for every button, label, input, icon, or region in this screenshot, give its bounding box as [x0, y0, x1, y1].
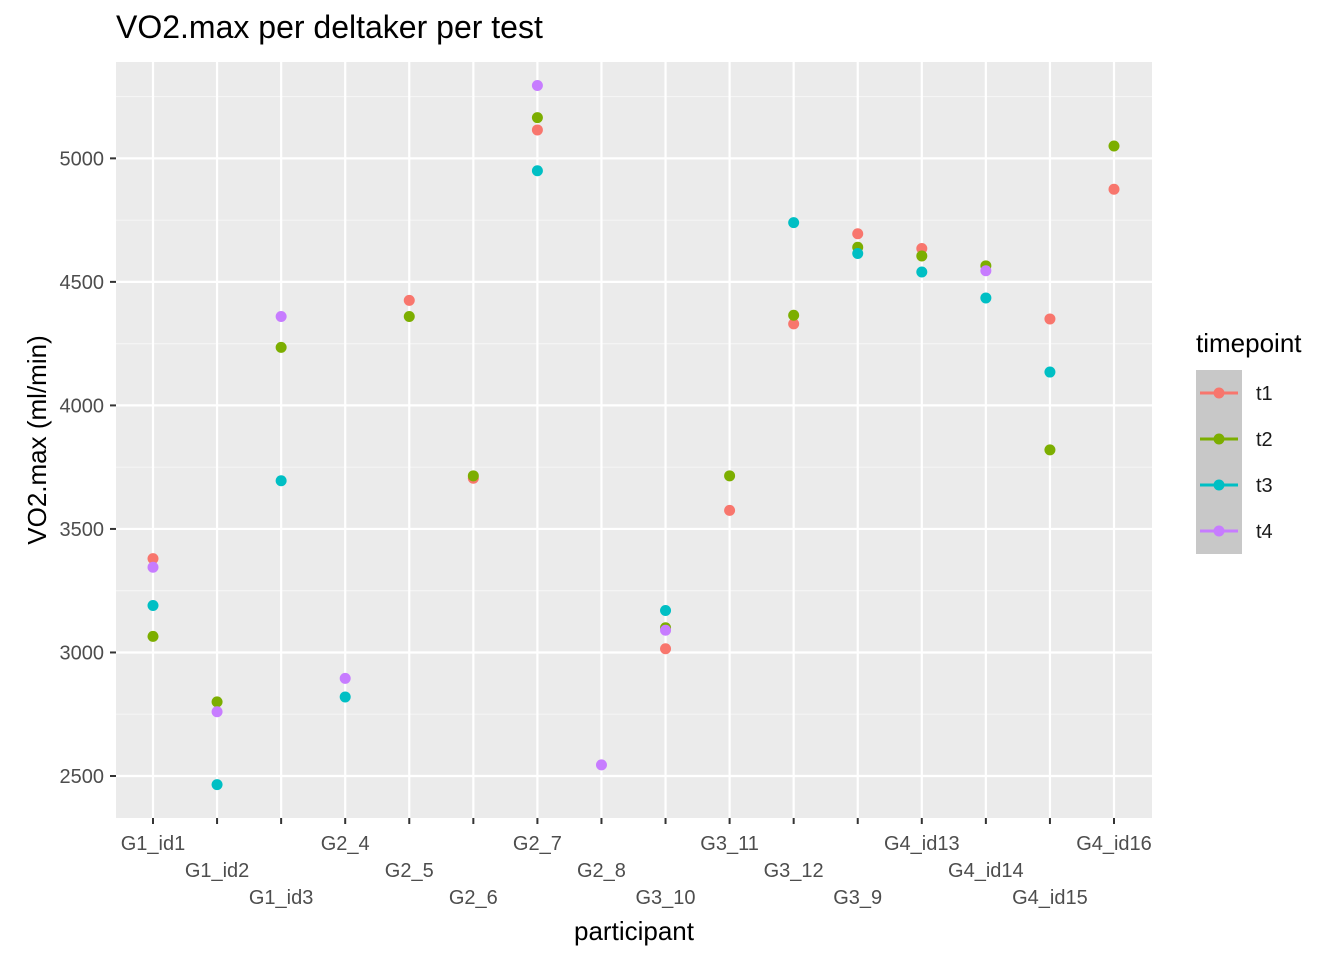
legend-key-point-t2 — [1213, 433, 1225, 445]
point-t3-G4_id14 — [980, 292, 992, 304]
x-tick-label-0: G1_id1 — [121, 833, 186, 855]
plot-panel — [116, 62, 1152, 818]
point-t3-G2_7 — [531, 165, 543, 177]
point-t1-G3_10 — [660, 643, 672, 655]
point-t2-G2_6 — [467, 470, 479, 482]
x-tick-label-5: G2_6 — [449, 887, 498, 909]
x-tick-label-6: G2_7 — [513, 833, 562, 855]
legend-label-t3: t3 — [1256, 475, 1273, 497]
legend-label-t4: t4 — [1256, 521, 1273, 543]
y-tick-label-4: 4500 — [60, 272, 105, 294]
x-tick-label-8: G3_10 — [636, 887, 696, 909]
point-t4-G2_4 — [339, 672, 351, 684]
point-t4-G2_7 — [531, 79, 543, 91]
legend: timepoint t1 t2 t3 t4 — [1196, 328, 1302, 554]
point-t1-G3_9 — [852, 228, 864, 240]
x-tick-label-11: G3_9 — [833, 887, 882, 909]
x-tick-label-12: G4_id13 — [884, 833, 960, 855]
x-tick-label-15: G4_id16 — [1076, 833, 1152, 855]
point-t1-G2_7 — [531, 124, 543, 136]
point-t4-G1_id3 — [275, 310, 287, 322]
point-t3-G2_4 — [339, 691, 351, 703]
legend-key-point-t4 — [1213, 525, 1225, 537]
x-tick-label-4: G2_5 — [385, 860, 434, 882]
point-t2-G4_id16 — [1108, 140, 1120, 152]
x-tick-label-13: G4_id14 — [948, 860, 1024, 882]
grid-minor — [116, 96, 1152, 715]
y-tick-label-5: 5000 — [60, 148, 105, 170]
point-t1-G3_12 — [788, 318, 800, 330]
legend-key-point-t3 — [1213, 479, 1225, 491]
x-tick-label-10: G3_12 — [764, 860, 824, 882]
legend-key-point-t1 — [1213, 387, 1225, 399]
point-t4-G2_8 — [595, 759, 607, 771]
point-t3-G1_id2 — [211, 779, 223, 791]
point-t4-G3_10 — [660, 624, 672, 636]
legend-label-t1: t1 — [1256, 383, 1273, 405]
point-t2-G1_id3 — [275, 341, 287, 353]
x-tick-label-9: G3_11 — [700, 833, 759, 855]
point-t2-G1_id1 — [147, 630, 159, 642]
point-t2-G1_id2 — [211, 696, 223, 708]
y-axis-title: VO2.max (ml/min) — [22, 335, 52, 544]
grid-major — [116, 62, 1152, 818]
point-t2-G2_7 — [531, 112, 543, 124]
point-t3-G3_9 — [852, 247, 864, 259]
point-t1-G2_5 — [403, 294, 415, 306]
point-t2-G4_id13 — [916, 250, 928, 262]
point-t4-G1_id1 — [147, 561, 159, 573]
point-t4-G1_id2 — [211, 706, 223, 718]
chart-title: VO2.max per deltaker per test — [116, 9, 543, 45]
y-tick-label-2: 3500 — [60, 519, 105, 541]
x-tick-label-14: G4_id15 — [1012, 887, 1088, 909]
point-t3-G4_id13 — [916, 266, 928, 278]
point-t3-G3_10 — [660, 604, 672, 616]
point-t2-G3_12 — [788, 309, 800, 321]
point-t1-G4_id16 — [1108, 183, 1120, 195]
y-tick-label-1: 3000 — [60, 642, 105, 664]
point-t3-G1_id1 — [147, 600, 159, 612]
x-axis-title: participant — [574, 916, 695, 946]
point-t3-G3_12 — [788, 217, 800, 229]
x-tick-label-3: G2_4 — [321, 833, 370, 855]
x-tick-label-2: G1_id3 — [249, 887, 314, 909]
point-t4-G4_id14 — [980, 265, 992, 277]
point-t1-G1_id1 — [147, 553, 159, 565]
x-tick-label-1: G1_id2 — [185, 860, 250, 882]
point-t2-G3_11 — [724, 470, 736, 482]
legend-title: timepoint — [1196, 328, 1302, 358]
point-t1-G4_id15 — [1044, 313, 1056, 325]
data-points — [147, 79, 1120, 791]
point-t3-G1_id3 — [275, 475, 287, 487]
y-tick-label-3: 4000 — [60, 395, 105, 417]
legend-keys-background — [1196, 370, 1242, 554]
x-tick-label-7: G2_8 — [577, 860, 626, 882]
x-axis: G1_id1 G1_id2 G1_id3 G2_4 G2_5 G2_6 G2_7 G2_8 G3… — [121, 818, 1152, 909]
legend-label-t2: t2 — [1256, 429, 1273, 451]
point-t2-G4_id15 — [1044, 444, 1056, 456]
point-t1-G3_11 — [724, 504, 736, 516]
y-tick-label-0: 2500 — [60, 766, 105, 788]
point-t3-G4_id15 — [1044, 366, 1056, 378]
y-axis: 2500 3000 3500 4000 4500 5000 — [60, 148, 116, 788]
point-t2-G2_5 — [403, 310, 415, 322]
